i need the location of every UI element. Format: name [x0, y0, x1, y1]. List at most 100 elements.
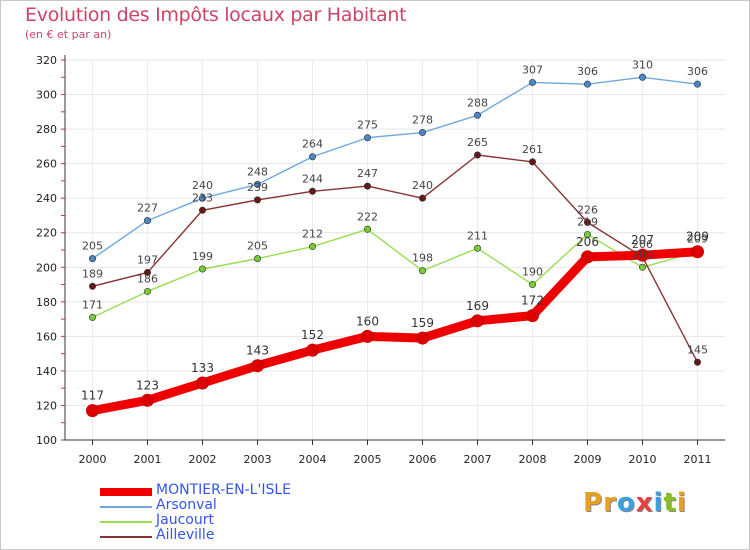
data-label-jaucourt: 190	[522, 266, 543, 279]
data-label-arsonval: 307	[522, 63, 543, 76]
logo-letter: t	[663, 488, 677, 518]
data-point-montier-en-l-isle	[416, 331, 429, 345]
data-point-arsonval	[254, 180, 262, 188]
data-point-ailleville	[199, 206, 207, 214]
chart-subtitle: (en € et par an)	[25, 28, 112, 41]
data-label-arsonval: 306	[577, 65, 598, 78]
legend-label: Jaucourt	[156, 512, 214, 528]
data-point-montier-en-l-isle	[581, 250, 594, 264]
data-label-jaucourt: 200	[632, 248, 653, 261]
legend-label: Ailleville	[156, 527, 215, 543]
x-tick-label: 2003	[244, 453, 272, 466]
data-point-jaucourt	[199, 265, 207, 273]
data-point-jaucourt	[144, 287, 152, 295]
data-point-ailleville	[308, 187, 316, 195]
data-point-montier-en-l-isle	[251, 359, 264, 373]
data-point-ailleville	[693, 358, 701, 366]
data-point-montier-en-l-isle	[636, 248, 649, 262]
data-label-montier-en-l-isle: 117	[81, 389, 104, 403]
data-point-ailleville	[473, 151, 481, 159]
logo-letter: i	[676, 488, 687, 518]
data-point-arsonval	[638, 73, 646, 81]
data-point-montier-en-l-isle	[196, 376, 209, 390]
y-tick-label: 200	[36, 261, 57, 274]
data-label-ailleville: 197	[137, 253, 158, 266]
data-point-jaucourt	[254, 255, 262, 263]
x-tick-label: 2000	[79, 453, 107, 466]
x-tick-label: 2002	[189, 453, 217, 466]
data-point-arsonval	[363, 134, 371, 142]
data-label-ailleville: 261	[522, 143, 543, 156]
series-line-jaucourt	[91, 228, 699, 319]
logo-letter: x	[635, 488, 654, 518]
series-line-montier-en-l-isle	[88, 247, 702, 416]
y-tick-label: 140	[36, 365, 57, 378]
data-point-arsonval	[583, 80, 591, 88]
data-point-ailleville	[89, 282, 97, 290]
data-point-montier-en-l-isle	[361, 329, 374, 343]
legend-swatch	[100, 488, 152, 496]
data-label-ailleville: 226	[577, 203, 598, 216]
x-tick-label: 2004	[299, 453, 327, 466]
data-point-jaucourt	[528, 281, 536, 289]
y-tick-label: 280	[36, 123, 57, 136]
data-point-jaucourt	[418, 267, 426, 275]
data-label-jaucourt: 222	[357, 210, 378, 223]
data-point-jaucourt	[583, 230, 591, 238]
data-point-montier-en-l-isle	[141, 393, 154, 407]
data-label-ailleville: 239	[247, 181, 268, 194]
data-label-ailleville: 240	[412, 179, 433, 192]
legend-label: Arsonval	[156, 497, 217, 513]
data-label-arsonval: 240	[192, 179, 213, 192]
data-point-montier-en-l-isle	[86, 404, 99, 418]
logo-letter: P	[583, 488, 604, 518]
data-point-arsonval	[199, 194, 207, 202]
y-tick-label: 260	[36, 158, 57, 171]
x-tick-label: 2011	[684, 453, 712, 466]
data-label-montier-en-l-isle: 172	[521, 294, 544, 308]
data-label-arsonval: 306	[687, 65, 708, 78]
data-label-montier-en-l-isle: 143	[246, 344, 269, 358]
x-tick-label: 2005	[354, 453, 382, 466]
legend-swatch	[100, 536, 152, 538]
series-line-arsonval	[91, 76, 699, 260]
data-point-ailleville	[254, 196, 262, 204]
y-tick-label: 320	[36, 54, 57, 67]
data-point-arsonval	[418, 129, 426, 137]
x-tick-label: 2007	[464, 453, 492, 466]
data-point-arsonval	[473, 111, 481, 119]
y-tick-label: 180	[36, 296, 57, 309]
data-point-montier-en-l-isle	[526, 309, 539, 323]
data-point-ailleville	[144, 268, 152, 276]
data-label-jaucourt: 198	[412, 252, 433, 265]
data-label-montier-en-l-isle: 133	[191, 361, 214, 375]
data-label-montier-en-l-isle: 160	[356, 314, 379, 328]
data-point-jaucourt	[363, 225, 371, 233]
x-tick-label: 2008	[519, 453, 547, 466]
data-point-jaucourt	[638, 263, 646, 271]
x-tick-label: 2009	[574, 453, 602, 466]
logo-letter: i	[653, 488, 664, 518]
data-label-jaucourt: 205	[247, 240, 268, 253]
data-point-montier-en-l-isle	[471, 314, 484, 328]
data-label-arsonval: 288	[467, 96, 488, 109]
data-point-ailleville	[583, 218, 591, 226]
data-label-arsonval: 275	[357, 119, 378, 132]
data-label-jaucourt: 209	[687, 233, 708, 246]
data-label-arsonval: 205	[82, 240, 103, 253]
x-tick-label: 2010	[629, 453, 657, 466]
proxiti-logo: Proxiti	[583, 488, 687, 518]
data-label-montier-en-l-isle: 152	[301, 328, 324, 342]
data-label-arsonval: 227	[137, 202, 158, 215]
data-label-ailleville: 247	[357, 167, 378, 180]
data-label-jaucourt: 199	[192, 250, 213, 263]
data-label-montier-en-l-isle: 209	[686, 230, 709, 244]
data-label-montier-en-l-isle: 206	[576, 235, 599, 249]
data-point-jaucourt	[308, 243, 316, 251]
data-label-jaucourt: 211	[467, 229, 488, 242]
data-point-arsonval	[693, 80, 701, 88]
data-label-jaucourt: 219	[577, 215, 598, 228]
data-point-ailleville	[528, 158, 536, 166]
data-label-jaucourt: 186	[137, 272, 158, 285]
y-tick-label: 300	[36, 89, 57, 102]
